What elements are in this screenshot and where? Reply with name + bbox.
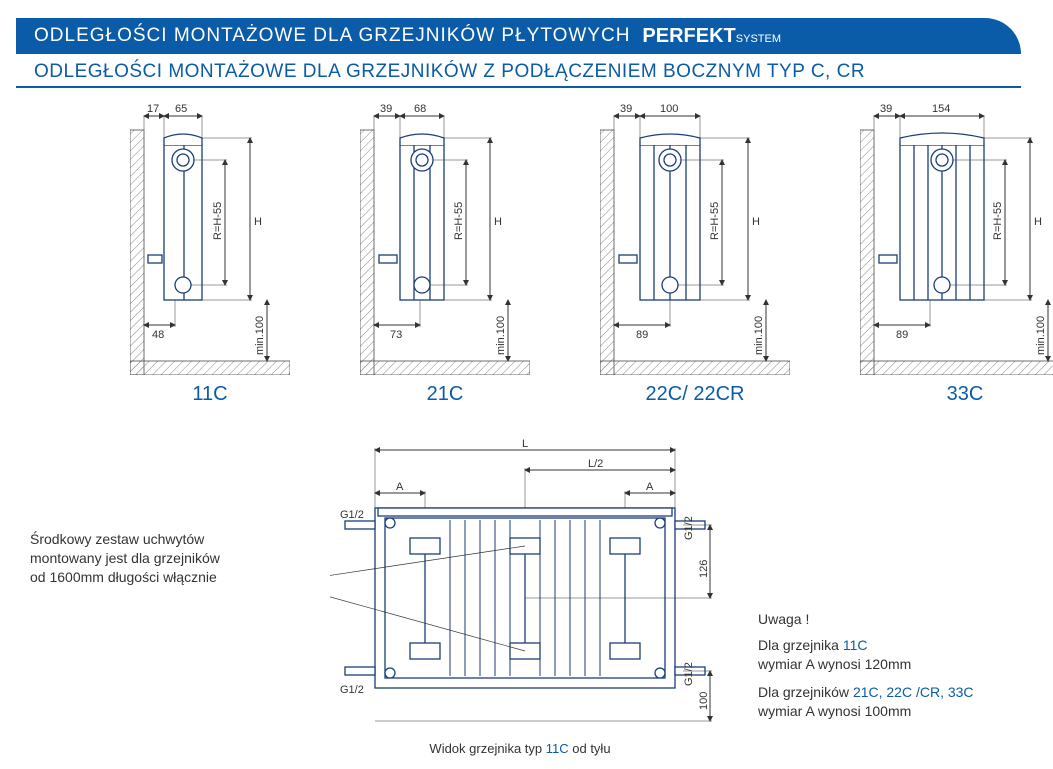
svg-text:A: A [396, 481, 404, 493]
svg-text:39: 39 [620, 103, 632, 115]
main-header: ODLEGŁOŚCI MONTAŻOWE DLA GRZEJNIKÓW PŁYT… [16, 18, 1021, 54]
svg-text:100: 100 [660, 103, 678, 115]
svg-text:68: 68 [414, 103, 426, 115]
svg-text:L: L [522, 438, 528, 450]
svg-text:H: H [1034, 216, 1042, 228]
sub-header-text: ODLEGŁOŚCI MONTAŻOWE DLA GRZEJNIKÓW Z PO… [34, 61, 865, 83]
main-header-text: ODLEGŁOŚCI MONTAŻOWE DLA GRZEJNIKÓW PŁYT… [34, 25, 630, 47]
svg-text:min.100: min.100 [495, 316, 507, 355]
svg-text:R=H-55: R=H-55 [453, 202, 465, 240]
svg-text:H: H [752, 216, 760, 228]
svg-text:G1/2: G1/2 [683, 662, 695, 686]
svg-text:A: A [646, 481, 654, 493]
svg-text:R=H-55: R=H-55 [212, 202, 224, 240]
svg-text:L/2: L/2 [588, 458, 603, 470]
svg-text:73: 73 [390, 329, 402, 341]
svg-text:H: H [254, 216, 262, 228]
svg-text:H: H [494, 216, 502, 228]
svg-text:89: 89 [636, 329, 648, 341]
svg-text:min.100: min.100 [753, 316, 765, 355]
svg-text:min.100: min.100 [254, 316, 266, 355]
svg-text:min.100: min.100 [1035, 316, 1047, 355]
brand-logo: PERFEKTSYSTEM [642, 25, 781, 48]
svg-text:154: 154 [932, 103, 950, 115]
type-label-11c: 11C [130, 383, 290, 406]
note-dimension-a: Uwaga ! Dla grzejnika 11C wymiar A wynos… [758, 610, 1033, 722]
svg-text:G1/2: G1/2 [340, 684, 364, 696]
front-view-caption: Widok grzejnika typ 11C od tyłu [330, 741, 710, 756]
svg-text:89: 89 [896, 329, 908, 341]
diagram-21c: 39 68 H R=H-55 min.100 73 21C [360, 100, 530, 406]
svg-text:126: 126 [698, 560, 710, 578]
svg-text:39: 39 [380, 103, 392, 115]
svg-text:48: 48 [152, 329, 164, 341]
svg-text:R=H-55: R=H-55 [709, 202, 721, 240]
diagram-11c: 17 65 H R=H-55 min.100 48 11C [130, 100, 290, 406]
svg-text:65: 65 [175, 103, 187, 115]
sub-header: ODLEGŁOŚCI MONTAŻOWE DLA GRZEJNIKÓW Z PO… [16, 58, 1021, 88]
front-view-diagram: L L/2 A A [330, 438, 730, 743]
svg-text:39: 39 [880, 103, 892, 115]
svg-text:G1/2: G1/2 [683, 516, 695, 540]
type-label-22c: 22C/ 22CR [600, 383, 790, 406]
note-center-bracket: Środkowy zestaw uchwytów montowany jest … [30, 530, 300, 587]
diagram-33c: 39 154 H R=H-55 min.100 89 33C [860, 100, 1053, 406]
svg-text:R=H-55: R=H-55 [992, 202, 1004, 240]
type-label-21c: 21C [360, 383, 530, 406]
svg-text:17: 17 [147, 103, 159, 115]
svg-text:G1/2: G1/2 [340, 509, 364, 521]
type-label-33c: 33C [860, 383, 1053, 406]
side-diagrams-row: 17 65 H R=H-55 min.100 48 11C [130, 100, 1053, 406]
svg-text:100: 100 [698, 692, 710, 710]
diagram-22c: 39 100 H R=H-55 min.100 89 22C/ 22CR [600, 100, 790, 406]
